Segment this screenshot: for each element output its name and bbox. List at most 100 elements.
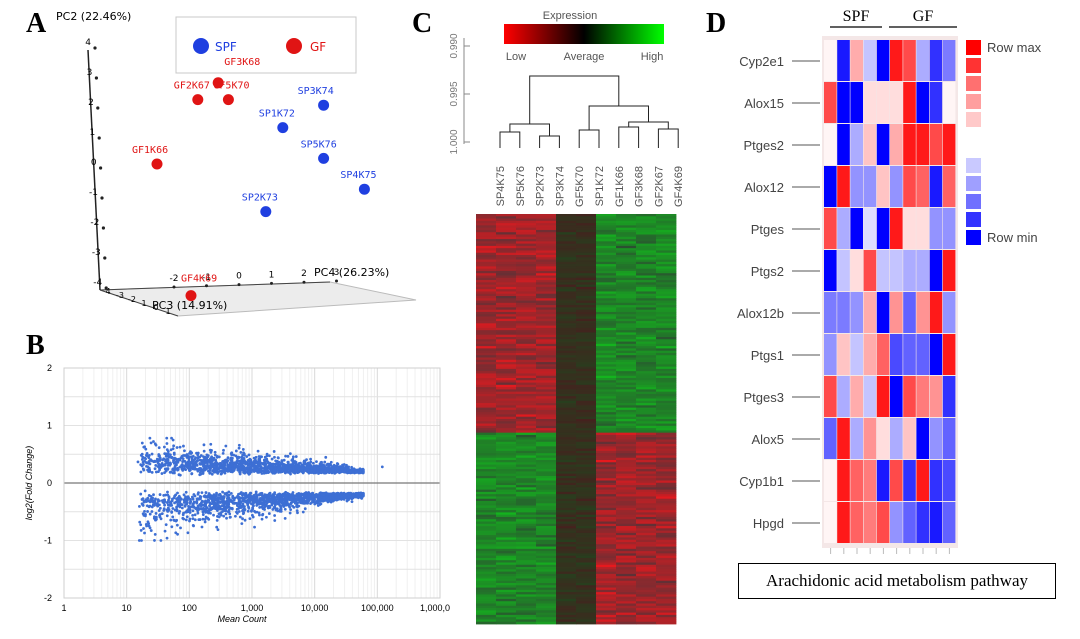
heatmap-cell [656,375,677,379]
heatmap-cell [516,229,537,233]
heatmap-cell [496,245,517,249]
heatmap-cell [616,430,637,434]
heatmap-cell [636,330,657,333]
heatmap-cell [576,407,597,411]
ma-point [178,505,182,509]
heatmap-cell [516,494,537,497]
heatmap-cell [476,437,497,440]
heatmap-cell [636,487,657,491]
heatmap-cell [556,302,577,306]
heatmap-cell [656,485,677,488]
heatmap-cell [656,521,677,525]
heatmap-cell [656,298,677,301]
heatmap-cell [496,255,517,258]
heatmap-cell [576,535,597,538]
heatmap-cell [476,257,497,260]
heatmap-cell [576,339,597,342]
heatmap-cell [616,478,637,481]
heatmap-cell [536,218,557,222]
heatmap-cell [556,578,577,582]
pca-sample-point [358,183,370,195]
heatmap-cell [656,405,677,409]
heatmap-cell [496,596,517,600]
heatmap-cell [616,460,637,463]
heatmap-cell [476,223,497,226]
heatmap-cell [476,350,497,354]
ma-point [184,490,188,494]
heatmap-cell [656,378,677,381]
heatmap-cell [556,617,577,620]
heatmap-cell [536,571,557,575]
heatmap-cell [536,551,557,554]
ma-point [247,497,251,500]
ma-point [283,500,286,504]
heatmap-cell [616,457,637,461]
heatmap-cell [536,612,557,616]
heatmap-cell [596,409,617,413]
heatmap-cell [496,343,517,347]
heatmap-cell [576,352,597,356]
heatmap-cell [656,598,677,602]
heatmap-cell [496,478,517,481]
heatmap-cell [516,355,537,358]
heatmap-cell [476,325,497,329]
heatmap-cell [636,218,657,222]
heatmap-cell [596,321,617,324]
heatmap-cell [496,487,517,491]
heatmap-cell [576,289,597,292]
pca-depth-tick: 1 [165,307,170,316]
heatmap-cell [556,325,577,329]
heatmap-cell [556,480,577,484]
heatmap-cell [516,601,537,604]
ma-point [219,469,223,473]
heatmap-cell [616,428,637,431]
heatmap-cell [576,280,597,283]
heatmap-cell [556,309,577,313]
heatmap-cell [496,391,517,395]
heatmap-cell [656,273,677,276]
heatmap-cell [496,250,517,254]
ma-point [291,491,295,494]
ma-point [238,466,242,470]
heatmap-cell [516,560,537,563]
heatmap-cell [616,539,637,543]
heatmap-cell [536,455,557,459]
heatmap-cell [596,619,617,623]
heatmap-cell [636,608,657,611]
heatmap-cell [516,471,537,475]
heatmap-cell [656,268,677,272]
ma-point [146,461,150,465]
ma-point [252,496,256,500]
ma-point [169,470,173,474]
heatmap-cell [596,343,617,347]
heatmap-cell [516,352,537,356]
heatmap-cell [576,578,597,582]
heatmap-cell [476,307,497,311]
ma-point [341,463,345,467]
heatmap-cell [576,603,597,607]
heatmap-cell [636,601,657,604]
heatmap-cell [636,316,657,320]
ma-point [348,470,352,474]
heatmap-cell [636,266,657,270]
heatmap-cell [476,389,497,393]
heatmap-cell [536,378,557,381]
heatmap-cell [656,450,677,454]
heatmap-cell [556,291,577,295]
ma-point [225,505,229,508]
heatmap-cell [656,453,677,456]
heatmap-cell [596,592,617,595]
heatmap-cell [556,471,577,475]
heatmap-cell [656,544,677,547]
ma-point [336,466,340,470]
heatmap-cell [536,412,557,415]
ma-point [165,448,169,452]
ma-point [183,449,186,453]
heatmap-cell [616,403,637,406]
heatmap-cell [656,286,677,290]
ma-point [257,470,261,474]
ma-point [150,470,154,474]
ma-point [254,492,258,496]
ma-outlier-point [380,465,384,469]
heatmap-cell [536,275,557,279]
